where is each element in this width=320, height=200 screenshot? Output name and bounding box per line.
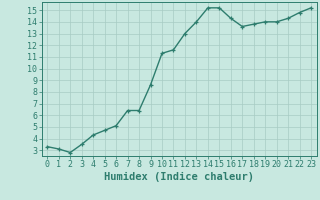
X-axis label: Humidex (Indice chaleur): Humidex (Indice chaleur) [104, 172, 254, 182]
